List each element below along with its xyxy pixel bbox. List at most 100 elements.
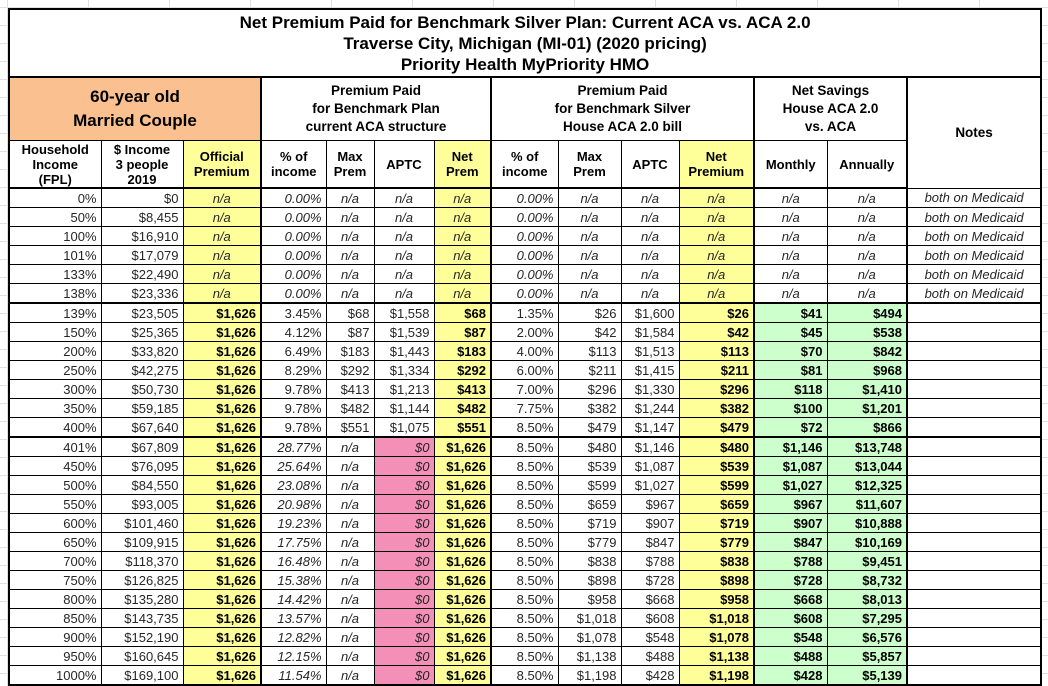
- cell-notes: [906, 513, 1042, 533]
- cell-fpl: 450%: [8, 456, 102, 476]
- cell-h-net: $1,198: [678, 665, 755, 686]
- cell-h-net: n/a: [678, 264, 755, 284]
- cell-aca-aptc: $0: [373, 589, 435, 609]
- table-row-350: 350% $59,185 $1,626 9.78% $482 $1,144 $482 7.75…: [8, 398, 1042, 418]
- cell-annually: $866: [826, 417, 908, 438]
- cell-notes: [906, 551, 1042, 571]
- cell-monthly: $608: [753, 608, 828, 628]
- cell-aca-max: n/a: [325, 551, 375, 571]
- table-row-100: 100% $16,910 n/a 0.00% n/a n/a n/a 0.00% n/a n/a n…: [8, 226, 1042, 246]
- cell-aca-pct: 14.42%: [260, 589, 327, 609]
- cell-official: n/a: [182, 245, 262, 265]
- cell-fpl: 150%: [8, 322, 102, 342]
- cell-fpl: 850%: [8, 608, 102, 628]
- cell-h-aptc: $1,513: [620, 341, 680, 361]
- cell-notes: [906, 608, 1042, 628]
- cell-notes: [906, 570, 1042, 590]
- col-header-savings-annually: Annually: [826, 140, 908, 189]
- cell-fpl: 1000%: [8, 665, 102, 686]
- cell-aca-pct: 12.15%: [260, 646, 327, 666]
- cell-h-aptc: n/a: [620, 187, 680, 208]
- cell-aca-max: n/a: [325, 570, 375, 590]
- table-row-0: 0% $0 n/a 0.00% n/a n/a n/a 0.00% n/a n/a n/a n/a n/…: [8, 187, 1042, 208]
- cell-annually: $1,410: [826, 379, 908, 399]
- cell-official: $1,626: [182, 570, 262, 590]
- cell-annually: $8,732: [826, 570, 908, 590]
- cell-h-pct: 8.50%: [490, 417, 559, 438]
- cell-fpl: 401%: [8, 436, 102, 457]
- cell-aca-aptc: $1,539: [373, 322, 435, 342]
- cell-h-net: n/a: [678, 245, 755, 265]
- cell-official: $1,626: [182, 665, 262, 686]
- cell-aca-max: n/a: [325, 589, 375, 609]
- col-header-official-premium: Official Premium: [182, 140, 262, 189]
- cell-annually: $10,169: [826, 532, 908, 552]
- cell-h-max: n/a: [557, 187, 622, 208]
- cell-h-net: $838: [678, 551, 755, 571]
- cell-h-aptc: $788: [620, 551, 680, 571]
- cell-h-aptc: $1,146: [620, 436, 680, 457]
- cell-fpl: 700%: [8, 551, 102, 571]
- cell-aca-aptc: $1,443: [373, 341, 435, 361]
- cell-aca-aptc: $0: [373, 513, 435, 533]
- cell-monthly: n/a: [753, 283, 828, 304]
- cell-aca-max: n/a: [325, 627, 375, 647]
- cell-aca-pct: 0.00%: [260, 207, 327, 227]
- cell-h-pct: 7.75%: [490, 398, 559, 418]
- cell-h-max: $659: [557, 494, 622, 514]
- cell-official: $1,626: [182, 627, 262, 647]
- table-row-300: 300% $50,730 $1,626 9.78% $413 $1,213 $413 7.00…: [8, 379, 1042, 399]
- table-row-250: 250% $42,275 $1,626 8.29% $292 $1,334 $292 6.00…: [8, 360, 1042, 380]
- cell-h-pct: 4.00%: [490, 341, 559, 361]
- cell-h-aptc: $548: [620, 627, 680, 647]
- cell-notes: both on Medicaid: [906, 187, 1042, 208]
- cell-h-net: n/a: [678, 226, 755, 246]
- cell-annually: n/a: [826, 245, 908, 265]
- cell-notes: [906, 665, 1042, 686]
- cell-aca-net: $1,626: [433, 513, 492, 533]
- cell-official: $1,626: [182, 513, 262, 533]
- cell-monthly: $668: [753, 589, 828, 609]
- cell-annually: $7,295: [826, 608, 908, 628]
- cell-aca-max: n/a: [325, 187, 375, 208]
- cell-aca-net: n/a: [433, 226, 492, 246]
- cell-monthly: $907: [753, 513, 828, 533]
- cell-h-pct: 8.50%: [490, 665, 559, 686]
- cell-monthly: $428: [753, 665, 828, 686]
- cell-aca-pct: 17.75%: [260, 532, 327, 552]
- cell-notes: [906, 417, 1042, 438]
- cell-aca-aptc: $1,144: [373, 398, 435, 418]
- group-header-notes: Notes: [906, 76, 1042, 189]
- cell-h-max: $898: [557, 570, 622, 590]
- cell-annually: $1,201: [826, 398, 908, 418]
- cell-h-aptc: $608: [620, 608, 680, 628]
- cell-aca-pct: 0.00%: [260, 187, 327, 208]
- cell-aca-aptc: n/a: [373, 207, 435, 227]
- cell-aca-net: $1,626: [433, 475, 492, 495]
- cell-aca-max: n/a: [325, 283, 375, 304]
- cell-annually: $538: [826, 322, 908, 342]
- cell-notes: [906, 322, 1042, 342]
- cell-monthly: $70: [753, 341, 828, 361]
- cell-annually: $5,139: [826, 665, 908, 686]
- cell-income: $16,910: [100, 226, 184, 246]
- col-header-aca2-aptc: APTC: [620, 140, 680, 189]
- cell-monthly: $967: [753, 494, 828, 514]
- cell-official: $1,626: [182, 417, 262, 438]
- cell-h-aptc: $668: [620, 589, 680, 609]
- cell-income: $118,370: [100, 551, 184, 571]
- cell-annually: n/a: [826, 207, 908, 227]
- cell-h-pct: 8.50%: [490, 570, 559, 590]
- cell-aca-pct: 23.08%: [260, 475, 327, 495]
- cell-aca-net: $292: [433, 360, 492, 380]
- col-header-fpl: Household Income (FPL): [8, 140, 102, 189]
- cell-official: n/a: [182, 264, 262, 284]
- cell-aca-aptc: $0: [373, 532, 435, 552]
- cell-income: $0: [100, 187, 184, 208]
- cell-aca-aptc: $0: [373, 646, 435, 666]
- table-row-133: 133% $22,490 n/a 0.00% n/a n/a n/a 0.00% n/a n/a n…: [8, 264, 1042, 284]
- cell-aca-net: $551: [433, 417, 492, 438]
- title-row: Net Premium Paid for Benchmark Silver Pl…: [8, 8, 1042, 78]
- group-header-row: 60-year old Married Couple Premium Paid …: [8, 76, 1042, 189]
- cell-annually: $842: [826, 341, 908, 361]
